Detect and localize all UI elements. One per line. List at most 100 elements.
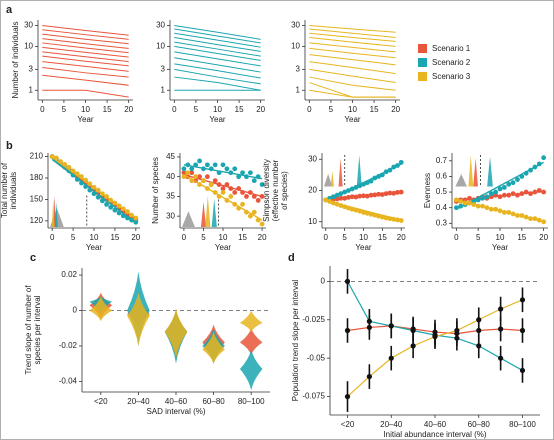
- x-tick-label: 15: [103, 105, 112, 114]
- y-axis-label: Simpson diversity: [262, 159, 271, 222]
- point: [232, 190, 238, 195]
- point: [484, 194, 490, 200]
- x-tick-label: 20: [131, 233, 140, 242]
- point: [220, 186, 226, 191]
- x-tick-label: 0: [307, 105, 312, 114]
- x-tick-label: 5: [62, 105, 67, 114]
- point: [185, 170, 191, 176]
- x-tick-label: 0: [50, 233, 55, 242]
- point: [501, 184, 507, 190]
- y-axis-label: Evenness: [423, 173, 432, 208]
- point: [344, 327, 351, 334]
- series-line: [174, 57, 261, 73]
- series-line: [309, 32, 396, 42]
- series-line: [42, 61, 129, 72]
- inset-peak: [55, 201, 58, 227]
- x-axis-label: Year: [86, 243, 103, 252]
- point: [247, 170, 253, 176]
- y-tick-label: 30: [24, 21, 33, 30]
- point: [232, 166, 238, 172]
- point: [255, 197, 261, 203]
- inset-peak: [468, 155, 474, 187]
- x-axis-label: Initial abundance interval (%): [383, 430, 487, 439]
- y-tick-label: -0.05: [307, 353, 326, 362]
- point: [541, 155, 547, 161]
- point: [480, 195, 485, 201]
- x-tick-label: 20: [539, 233, 548, 242]
- y-tick-label: 10: [156, 42, 165, 51]
- series-line: [174, 76, 261, 91]
- fit-line: [456, 199, 544, 223]
- x-tick-label: 20–40: [380, 420, 403, 429]
- violin: [239, 310, 263, 332]
- x-tick-label: 5: [476, 233, 481, 242]
- inset-peak: [338, 158, 343, 187]
- series-line: [309, 61, 396, 75]
- point: [454, 327, 460, 334]
- y-tick-label: 1: [29, 85, 34, 94]
- inset-peak: [487, 156, 493, 187]
- point: [398, 159, 404, 165]
- x-tick-label: 20: [258, 233, 267, 242]
- y-tick-label: 10: [24, 42, 33, 51]
- x-tick-label: 15: [235, 105, 244, 114]
- x-tick-label: 10: [81, 105, 90, 114]
- x-tick-label: 0: [172, 105, 177, 114]
- x-tick-label: 15: [517, 233, 526, 242]
- y-axis-label: individuals: [9, 172, 18, 209]
- point: [193, 174, 199, 180]
- series-line: [42, 51, 129, 63]
- legend-label: Scenario 2: [432, 58, 471, 67]
- y-tick-label: 150: [30, 195, 44, 204]
- inset-peak: [200, 201, 207, 227]
- y-tick-label: 45: [166, 152, 175, 161]
- point: [99, 198, 105, 204]
- y-tick-label: -0.04: [59, 376, 78, 385]
- point: [208, 182, 214, 187]
- point: [259, 182, 265, 187]
- x-tick-label: 5: [71, 233, 76, 242]
- y-tick-label: 0.4: [436, 203, 448, 212]
- x-tick-label: 40–60: [165, 397, 188, 406]
- y-tick-label: 30: [291, 21, 300, 30]
- series-line: [42, 42, 129, 54]
- y-tick-label: -0.075: [302, 392, 325, 401]
- x-tick-label: <20: [341, 420, 355, 429]
- series-line: [42, 46, 129, 58]
- y-axis-label: Number of individuals: [11, 22, 20, 99]
- panel-label: b: [6, 140, 13, 152]
- inset-peak: [324, 173, 333, 187]
- y-axis-label: (effective number: [271, 159, 280, 221]
- fit-line: [325, 199, 402, 221]
- x-tick-label: 15: [370, 105, 379, 114]
- point: [510, 180, 516, 186]
- point: [251, 178, 257, 184]
- y-axis-label: Trend slope of number of: [24, 285, 33, 375]
- y-tick-label: 1: [296, 85, 301, 94]
- y-axis-label: Population trend slope per interval: [291, 280, 300, 402]
- series-line: [309, 24, 396, 33]
- point: [251, 209, 257, 215]
- x-tick-label: 10: [213, 105, 222, 114]
- series-line: [309, 28, 396, 38]
- inset-peak: [205, 195, 211, 227]
- violin: [239, 328, 263, 355]
- inset-peak: [330, 170, 334, 187]
- x-tick-label: 80–100: [509, 420, 536, 429]
- y-tick-label: 30: [166, 211, 175, 220]
- point: [366, 373, 372, 380]
- point: [476, 317, 482, 323]
- x-tick-label: 0: [454, 233, 459, 242]
- x-tick-label: 40–60: [424, 420, 447, 429]
- y-tick-label: 210: [30, 152, 44, 161]
- x-axis-label: Year: [492, 243, 509, 252]
- fit-line: [51, 158, 137, 224]
- violin: [164, 308, 188, 359]
- x-tick-label: 0: [324, 233, 329, 242]
- series-line: [309, 76, 396, 91]
- y-tick-label: 180: [30, 173, 44, 182]
- series-line: [42, 33, 129, 45]
- x-tick-label: 20: [397, 233, 406, 242]
- x-tick-label: 10: [348, 105, 357, 114]
